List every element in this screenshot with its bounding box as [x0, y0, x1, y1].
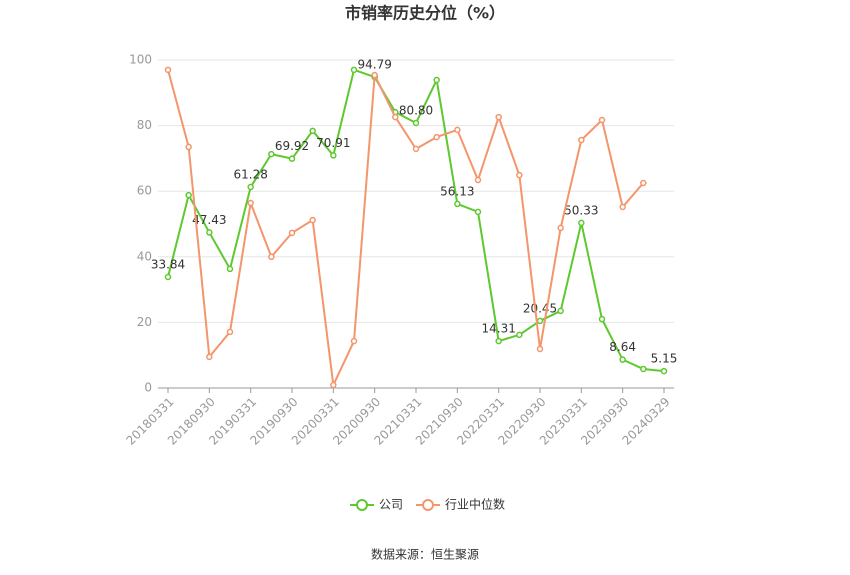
point: [330, 152, 337, 159]
point: [516, 331, 523, 339]
data-label: 69.92: [275, 139, 309, 153]
y-tick-label: 80: [137, 118, 152, 132]
point: [288, 229, 296, 237]
y-tick-label: 40: [137, 249, 152, 263]
point: [433, 76, 440, 84]
data-label: 47.43: [192, 213, 226, 227]
point: [578, 219, 585, 227]
data-label: 56.13: [440, 184, 474, 198]
point: [598, 116, 606, 124]
point: [578, 136, 585, 144]
point: [640, 365, 647, 373]
y-tick-label: 0: [144, 381, 152, 395]
point: [247, 199, 254, 207]
point: [619, 356, 626, 363]
point: [206, 353, 213, 361]
data-label: 50.33: [564, 203, 598, 217]
point: [454, 200, 461, 208]
point: [412, 145, 420, 153]
point: [288, 155, 296, 162]
point: [185, 143, 192, 151]
point: [309, 127, 316, 135]
point: [268, 253, 275, 261]
chart-title: 市销率历史分位（%）: [345, 4, 505, 23]
point: [268, 150, 275, 158]
point: [536, 317, 544, 325]
point: [412, 119, 420, 127]
point: [454, 126, 461, 134]
point: [330, 381, 337, 389]
legend-marker: [422, 499, 434, 511]
y-tick-label: 100: [129, 53, 152, 67]
point: [660, 367, 668, 375]
point: [164, 66, 172, 74]
point: [474, 208, 482, 216]
point: [206, 229, 213, 236]
point: [640, 179, 647, 187]
point: [433, 133, 440, 141]
point: [536, 345, 544, 353]
data-label: 20.45: [523, 301, 557, 315]
point: [185, 191, 192, 199]
data-label: 70.91: [316, 136, 350, 150]
point: [516, 171, 523, 179]
point: [557, 224, 564, 232]
point: [371, 71, 378, 79]
data-label: 80.80: [399, 103, 433, 117]
data-label: 14.31: [481, 322, 515, 336]
data-label: 33.84: [151, 258, 185, 272]
point: [247, 183, 254, 191]
point: [309, 216, 316, 224]
point: [598, 315, 606, 323]
data-label: 94.79: [357, 58, 391, 72]
point: [350, 66, 358, 74]
point: [474, 176, 482, 184]
data-label: 61.28: [233, 168, 267, 182]
series-line: [167, 69, 645, 389]
source-note: 数据来源：恒生聚源: [371, 547, 479, 562]
y-tick-label: 60: [137, 184, 152, 198]
legend-label: 公司: [379, 498, 403, 512]
point: [392, 113, 399, 121]
point: [350, 337, 358, 345]
point: [495, 113, 502, 121]
legend-marker: [356, 499, 368, 511]
point: [557, 307, 564, 315]
point: [495, 337, 502, 345]
y-tick-label: 20: [137, 315, 152, 329]
legend-label: 行业中位数: [445, 497, 505, 512]
data-label: 8.64: [609, 340, 636, 354]
point: [164, 273, 172, 281]
point: [226, 265, 234, 273]
point: [226, 328, 234, 336]
point: [619, 203, 626, 211]
data-label: 5.15: [651, 352, 678, 366]
